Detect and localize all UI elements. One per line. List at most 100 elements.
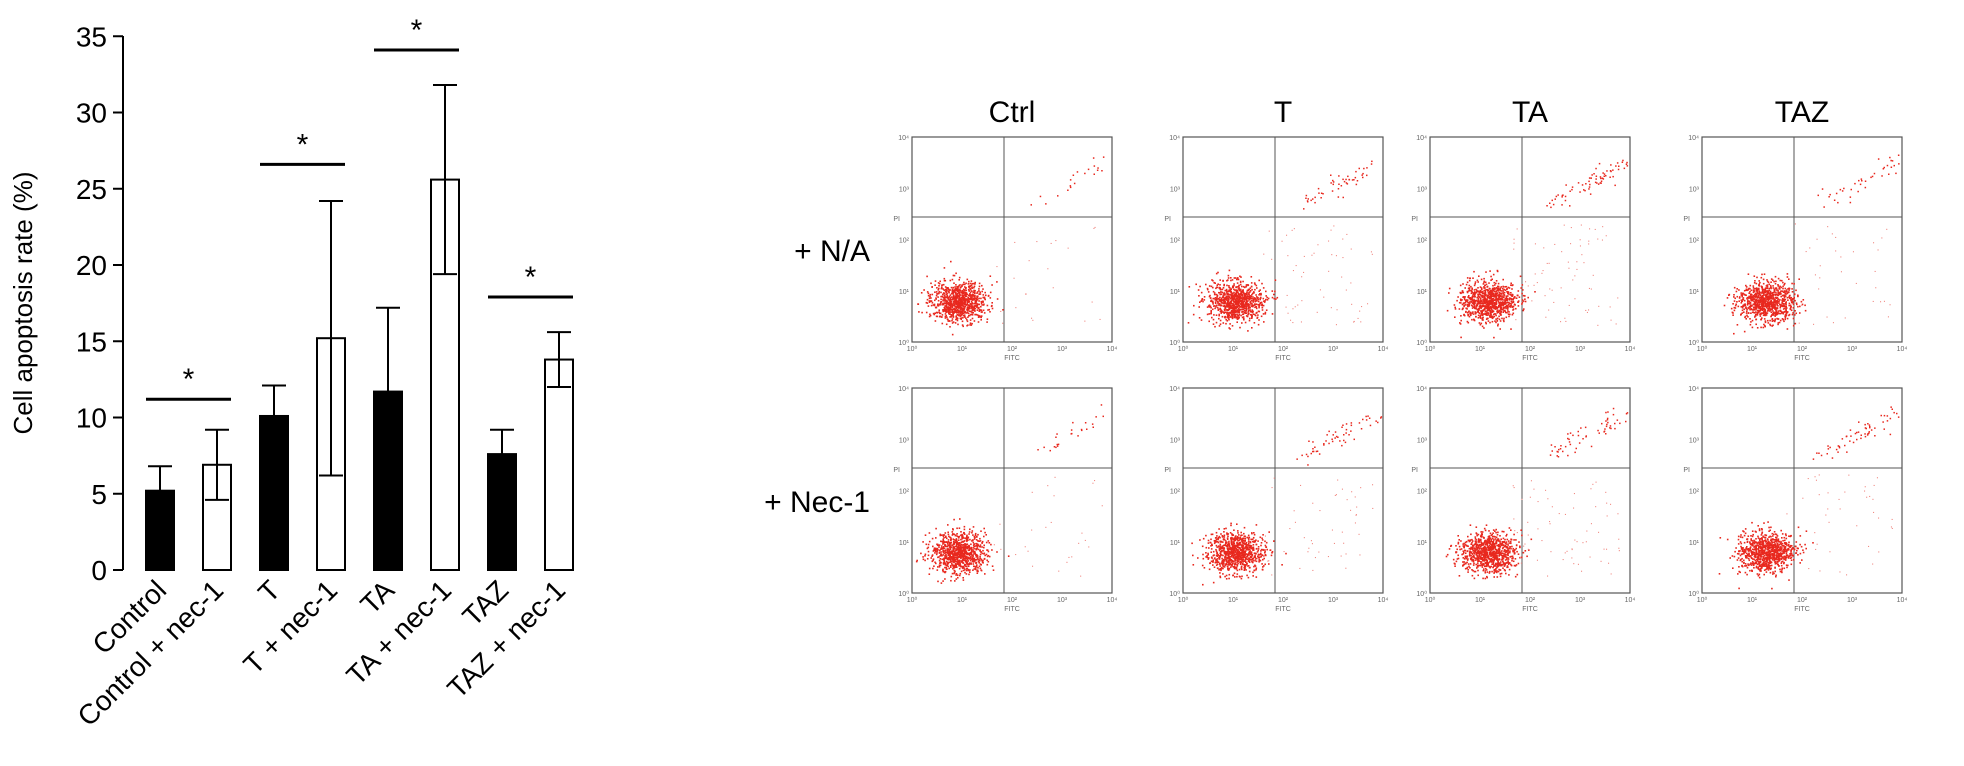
dot [1521, 301, 1524, 304]
dot [1480, 287, 1483, 289]
dot [1594, 181, 1597, 184]
dot [1453, 304, 1456, 306]
dot [961, 549, 963, 552]
dot [1254, 314, 1257, 317]
dot [952, 544, 954, 547]
dot [1533, 284, 1535, 286]
dot [1788, 302, 1791, 305]
dot [973, 289, 975, 292]
dot [971, 317, 974, 320]
dot [957, 305, 959, 308]
bar-t [259, 414, 289, 571]
dot [952, 565, 954, 567]
dot [948, 567, 950, 570]
dot [955, 272, 957, 275]
dot [1217, 283, 1219, 285]
dot [1254, 304, 1256, 306]
dot [1448, 292, 1450, 294]
dot [1776, 317, 1778, 320]
dot [1774, 318, 1777, 320]
dot [927, 305, 930, 307]
dot [1463, 302, 1466, 304]
dot [1226, 279, 1228, 282]
dot [953, 565, 956, 568]
dot [1741, 294, 1744, 296]
y-tick-label: 25 [76, 174, 107, 205]
dot [950, 556, 952, 559]
dot [958, 304, 961, 307]
dot [1230, 293, 1232, 296]
dot [1743, 311, 1745, 313]
dot [972, 549, 974, 551]
dot [966, 567, 969, 570]
dot [1764, 294, 1767, 296]
dot [959, 284, 961, 286]
dot [1490, 289, 1493, 292]
dot [1767, 292, 1770, 294]
dot [959, 551, 961, 554]
dot [951, 564, 954, 566]
dot [941, 303, 943, 306]
dot [1099, 318, 1101, 320]
dot [964, 293, 966, 295]
dot [1615, 165, 1617, 167]
row-headers: + N/A+ Nec-1 [764, 235, 870, 519]
dot [1499, 313, 1502, 315]
dot [1759, 307, 1761, 310]
dot [1785, 301, 1787, 304]
dot [1479, 286, 1482, 288]
dot [1482, 305, 1485, 307]
dot [1206, 306, 1209, 308]
dot [953, 541, 956, 543]
dot [977, 543, 979, 546]
dot [1250, 282, 1253, 284]
dot [951, 322, 954, 324]
dot [1473, 270, 1475, 273]
dot [951, 288, 954, 291]
dot [969, 295, 971, 298]
dot [956, 314, 959, 316]
dot [968, 569, 970, 572]
dot [1761, 302, 1763, 305]
x-tick-label: 10¹ [1747, 346, 1758, 353]
dot [958, 313, 960, 315]
dot [1248, 312, 1250, 315]
dot [950, 538, 952, 540]
dot [980, 297, 982, 300]
dot [1488, 295, 1490, 297]
dot [1777, 294, 1780, 297]
dot [1491, 315, 1494, 318]
dot [1477, 281, 1479, 283]
dot [1508, 293, 1510, 295]
dot [960, 541, 963, 544]
dot [1615, 323, 1617, 325]
dot [1895, 172, 1897, 175]
dot [1560, 321, 1562, 323]
dot [1544, 295, 1546, 297]
plot-frame [1701, 136, 1903, 343]
dot [1255, 284, 1258, 287]
dot [1232, 304, 1235, 306]
dot [1843, 187, 1845, 190]
dot [1779, 299, 1781, 301]
dot [1768, 303, 1771, 305]
dot [1749, 308, 1751, 311]
dot [1757, 309, 1759, 312]
dot [932, 545, 934, 548]
dot [1258, 304, 1261, 306]
dot [1233, 313, 1235, 316]
dot [956, 540, 958, 543]
dot [948, 552, 950, 555]
dot [1459, 323, 1462, 325]
dot [966, 557, 968, 560]
dot [1776, 307, 1779, 309]
dot [966, 318, 968, 321]
dot [1752, 291, 1755, 294]
dot [1773, 307, 1775, 309]
dot [1499, 312, 1501, 315]
dot [1250, 299, 1253, 302]
dot [1479, 304, 1482, 306]
y-tick-label: 10¹ [899, 540, 910, 547]
dot [944, 545, 946, 547]
dot [1772, 285, 1774, 287]
